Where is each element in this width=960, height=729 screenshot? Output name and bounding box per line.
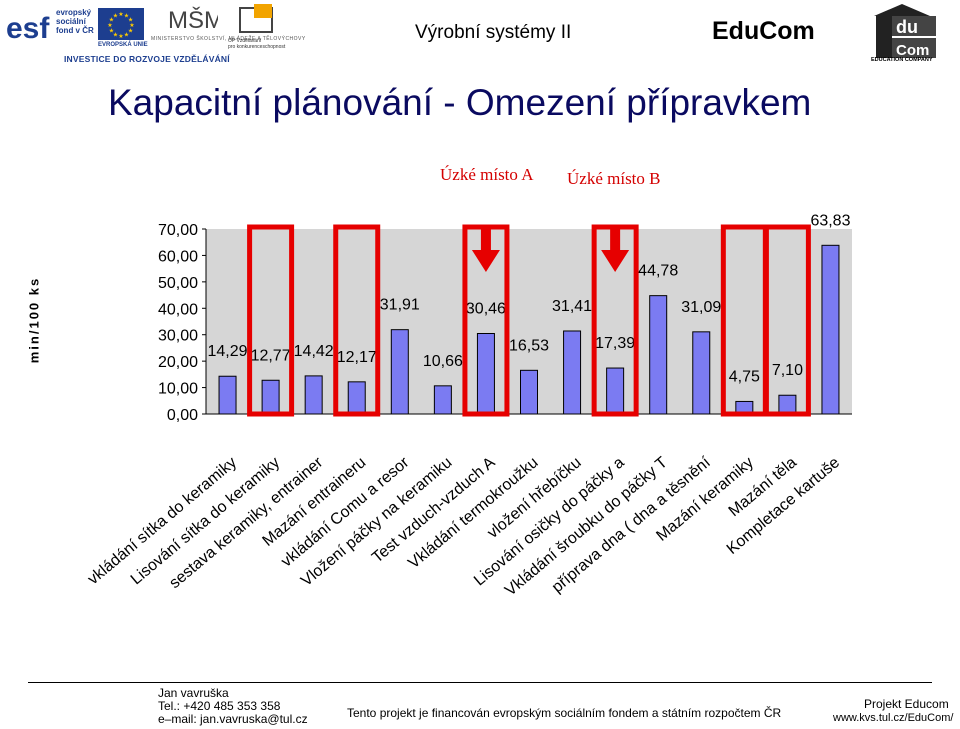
op-logo-icon <box>239 4 273 33</box>
eu-logo-text: EVROPSKÁ UNIE <box>98 42 148 48</box>
footer-url: www.kvs.tul.cz/EduCom/ <box>833 712 954 724</box>
footer-phone: Tel.: +420 485 353 358 <box>158 699 281 713</box>
eu-star-icon: ★ <box>124 12 129 19</box>
eu-star-icon: ★ <box>124 32 129 39</box>
footer-project: Projekt Educom <box>864 697 949 711</box>
y-tick-label: 0,00 <box>167 407 198 424</box>
y-tick-label: 40,00 <box>158 301 198 318</box>
eu-star-icon: ★ <box>129 22 134 29</box>
educom-logo-icon: du Com <box>874 4 936 59</box>
down-arrow-icon <box>601 226 630 272</box>
footer-email: e–mail: jan.vavruska@tul.cz <box>158 712 308 726</box>
eu-star-icon: ★ <box>109 28 114 35</box>
eu-star-icon: ★ <box>113 12 118 19</box>
y-tick-label: 10,00 <box>158 381 198 398</box>
bottleneck-b-label: Úzké místo B <box>567 169 661 188</box>
footer-divider <box>28 682 932 683</box>
eu-star-icon: ★ <box>118 11 123 18</box>
bottleneck-highlight-box <box>763 224 811 417</box>
eu-star-icon: ★ <box>128 28 133 35</box>
y-tick-label: 50,00 <box>158 275 198 292</box>
bar <box>261 379 280 415</box>
y-tick-label: 30,00 <box>158 328 198 345</box>
eu-star-icon: ★ <box>128 17 133 24</box>
bar <box>390 329 409 415</box>
bar <box>433 385 452 415</box>
bar-value-label: 31,09 <box>681 299 721 316</box>
bar <box>218 375 237 415</box>
msmt-logo-text: MINISTERSTVO ŠKOLSTVÍ, MLÁDEŽE A TĚLOVÝC… <box>151 36 306 42</box>
esf-logo-icon: esf <box>6 12 50 45</box>
bar <box>821 244 840 415</box>
bar-value-label: 12,77 <box>251 347 291 364</box>
brand-name: EduCom <box>712 17 815 45</box>
bar-value-label: 7,10 <box>772 362 803 379</box>
svg-text:MŠMT: MŠMT <box>168 6 218 34</box>
bar-value-label: 14,29 <box>208 343 248 360</box>
bar-value-label: 12,17 <box>337 349 377 366</box>
course-title: Výrobní systémy II <box>415 22 572 43</box>
bottleneck-highlight-box <box>247 224 295 417</box>
msmt-logo-icon: MŠMT <box>168 6 218 34</box>
bar-value-label: 31,41 <box>552 298 592 315</box>
esf-logo-text: evropský sociální fond v ČR <box>56 8 94 35</box>
bottleneck-a-label: Úzké místo A <box>440 165 534 184</box>
bar <box>606 367 625 415</box>
bar-value-label: 4,75 <box>729 368 760 385</box>
y-tick-label: 20,00 <box>158 354 198 371</box>
bar-value-label: 17,39 <box>595 335 635 352</box>
bar <box>692 331 711 415</box>
bar <box>649 295 668 415</box>
y-tick-label: 60,00 <box>158 248 198 265</box>
bar <box>304 375 323 415</box>
bar <box>347 381 366 415</box>
down-arrow-icon <box>471 226 500 272</box>
eu-star-icon: ★ <box>109 17 114 24</box>
op-logo-text: OP Vzdělávání pro konkurenceschopnost <box>228 38 286 50</box>
eu-flag-icon: ★★★★★★★★★ ★ ★★ <box>98 8 144 40</box>
educom-logo-caption: EDUCATION COMPANY <box>871 57 933 63</box>
svg-text:esf: esf <box>6 12 50 45</box>
footer-author: Jan vavruška <box>158 686 229 700</box>
bottleneck-highlight-box <box>333 224 381 417</box>
svg-text:du: du <box>896 17 918 37</box>
svg-text:Com: Com <box>896 42 929 59</box>
bar-value-label: 30,46 <box>466 300 506 317</box>
eu-star-icon: ★ <box>118 33 123 40</box>
bar-value-label: 10,66 <box>423 353 463 370</box>
y-tick-label: 70,00 <box>158 222 198 239</box>
invest-caption: INVESTICE DO ROZVOJE VZDĚLÁVÁNÍ <box>64 54 230 64</box>
bar-value-label: 44,78 <box>638 263 678 280</box>
sponsor-logos: esf evropský sociální fond v ČR ★ ★ ★ ★ ★ ★ ★ ★… <box>6 4 306 64</box>
bar-value-label: 16,53 <box>509 337 549 354</box>
bar <box>476 332 495 415</box>
bar <box>563 330 582 415</box>
bar-value-label: 14,42 <box>294 343 334 360</box>
bar-chart: 0,00 10,00 20,00 30,00 40,00 50,00 60,00 70,00 1… <box>85 212 852 600</box>
bar <box>520 369 538 415</box>
bar <box>778 394 797 415</box>
eu-star-icon: ★ <box>113 32 118 39</box>
footer-funding: Tento projekt je financován evropským so… <box>347 706 782 720</box>
bar-value-label: 63,83 <box>810 212 850 229</box>
bar-value-label: 31,91 <box>380 297 420 314</box>
eu-star-icon: ★ <box>107 22 112 29</box>
slide-title: Kapacitní plánování - Omezení přípravkem <box>108 82 812 123</box>
